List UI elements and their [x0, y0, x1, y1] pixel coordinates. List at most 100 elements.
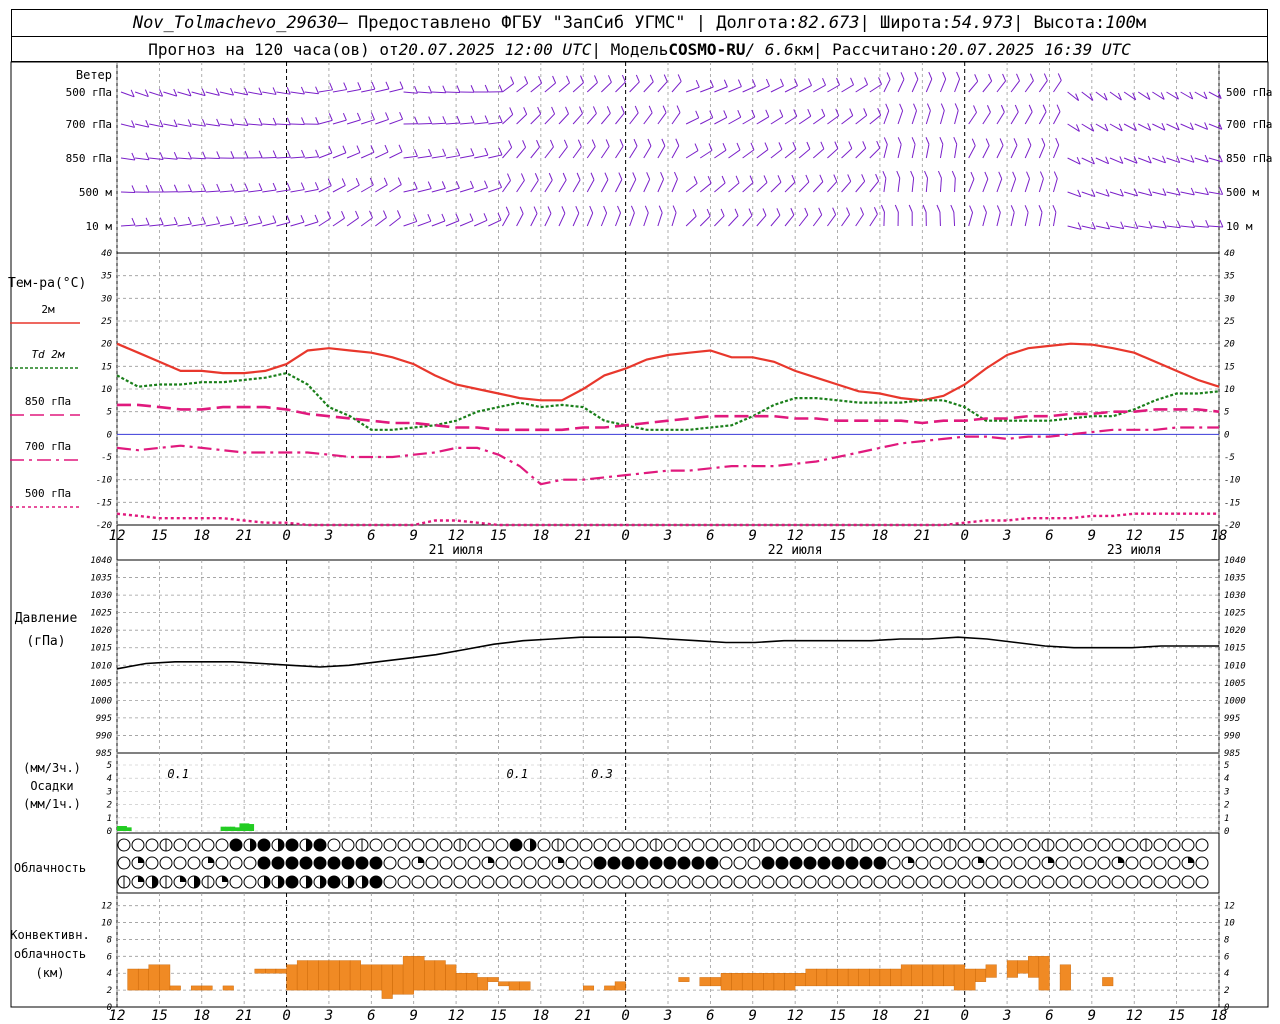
wind-barb-feather: [896, 170, 901, 179]
wind-barb: [1095, 123, 1109, 132]
wind-barb-feather: [442, 85, 447, 93]
cloud-symbol: [845, 875, 859, 889]
wind-barb-feather: [286, 182, 291, 191]
wind-barb: [784, 115, 798, 125]
wind-barb-feather: [807, 108, 812, 117]
conv-bar: [784, 973, 796, 991]
wind-barb-feather: [301, 117, 305, 125]
wind-barb-feather: [173, 88, 178, 97]
provider-text: – Предоставлено ФГБУ "ЗапСиб УГМС" | Дол…: [337, 13, 799, 33]
x-tick-label-bottom: 15: [829, 1008, 846, 1024]
cloud-symbol: [957, 856, 971, 870]
temp-tick-right: 25: [1224, 317, 1235, 327]
wind-barb-feather: [286, 117, 291, 125]
cloud-symbol-mark: [558, 857, 564, 863]
wind-barb: [685, 117, 699, 125]
wind-barb-feather: [1119, 188, 1124, 197]
wind-barb-feather: [735, 175, 740, 184]
wind-barb: [1166, 225, 1181, 229]
wind-barb: [1067, 191, 1081, 198]
temp-series-1: [116, 371, 1220, 431]
wind-barb-feather: [1103, 93, 1108, 101]
conv-tick-right: 0: [1224, 1003, 1229, 1013]
wind-barb: [1109, 91, 1122, 101]
x-tick-label-top: 0: [621, 528, 629, 544]
wind-barb-feather: [885, 103, 890, 112]
wind-barb: [996, 80, 1006, 93]
wind-barb-feather: [1147, 155, 1152, 164]
wind-barb-feather: [922, 204, 927, 213]
precip-tick-left: 4: [107, 774, 112, 784]
cloud-symbol: [383, 838, 397, 852]
wind-barb: [657, 212, 663, 227]
wind-barb: [572, 146, 582, 159]
wind-barb-feather: [427, 181, 432, 189]
conv-bar: [943, 964, 955, 987]
cloud-symbol: [1041, 875, 1055, 889]
wind-barb: [516, 113, 528, 125]
wind-barb: [925, 144, 930, 159]
cloud-symbol: [397, 875, 411, 889]
cloud-symbol: [439, 875, 453, 889]
cloud-symbol: [229, 875, 243, 889]
conv-bar: [710, 977, 722, 987]
wind-barb-feather: [414, 116, 419, 124]
wind-barb-feather: [159, 217, 164, 225]
temp-tick-right: 15: [1224, 362, 1235, 372]
wind-barb: [1024, 80, 1034, 93]
altitude-label: | Высота:: [1013, 13, 1106, 33]
wind-barb: [968, 112, 977, 125]
wind-barb: [572, 82, 584, 93]
wind-barb-feather: [969, 205, 974, 213]
wind-barb: [459, 220, 474, 227]
cloud-symbol: [593, 856, 607, 870]
cloud-symbol: [117, 856, 131, 870]
wind-barb: [135, 157, 150, 161]
wind-barb-feather: [1077, 189, 1082, 197]
wind-barb-feather: [649, 74, 654, 82]
wind-barb: [1180, 123, 1194, 131]
wind-barb-feather: [999, 138, 1004, 146]
wind-barb-feather: [519, 206, 524, 214]
wind-barb-feather: [1053, 171, 1058, 179]
wind-barb-feather: [621, 74, 626, 83]
wind-level-label-left: 500 гПа: [66, 86, 112, 99]
cloud-symbol: [285, 875, 299, 889]
cloud-symbol: [383, 875, 397, 889]
cloud-symbol: [887, 838, 901, 852]
cloud-symbol: [257, 856, 271, 870]
cloud-symbol: [705, 856, 719, 870]
wind-barb-feather: [159, 89, 164, 97]
wind-barb-feather: [399, 81, 404, 89]
wind-barb: [714, 116, 727, 125]
wind-barb: [968, 80, 979, 93]
wind-barb: [1038, 111, 1047, 125]
wind-barb: [516, 213, 524, 227]
wind-barb-feather: [695, 80, 700, 88]
conv-bar: [445, 964, 457, 991]
cloud-symbol: [1097, 838, 1111, 852]
cloud-symbol: [761, 875, 775, 889]
conv-bar: [773, 973, 785, 991]
wind-barb-feather: [230, 216, 235, 224]
wind-level-label-left: 700 гПа: [66, 118, 112, 131]
cloud-symbol: [1153, 875, 1167, 889]
conv-bar: [286, 964, 298, 991]
cloud-symbol: [803, 875, 817, 889]
cloud-symbol: [215, 838, 229, 852]
wind-barb-feather: [300, 182, 305, 190]
cloud-symbol: [397, 838, 411, 852]
wind-barb-feather: [343, 82, 348, 90]
wind-barb-feather: [603, 205, 608, 214]
cloud-symbol: [285, 856, 299, 870]
wind-barb-feather: [215, 88, 220, 96]
conv-unit: (км): [36, 966, 65, 980]
wind-barb: [332, 184, 346, 193]
cloud-symbol: [271, 856, 285, 870]
wind-barb-feather: [860, 207, 864, 215]
wind-barb-feather: [1105, 189, 1110, 197]
wind-barb-feather: [589, 205, 594, 214]
wind-barb: [643, 145, 652, 159]
wind-barb-feather: [272, 182, 277, 191]
cloud-symbol: [649, 856, 663, 870]
